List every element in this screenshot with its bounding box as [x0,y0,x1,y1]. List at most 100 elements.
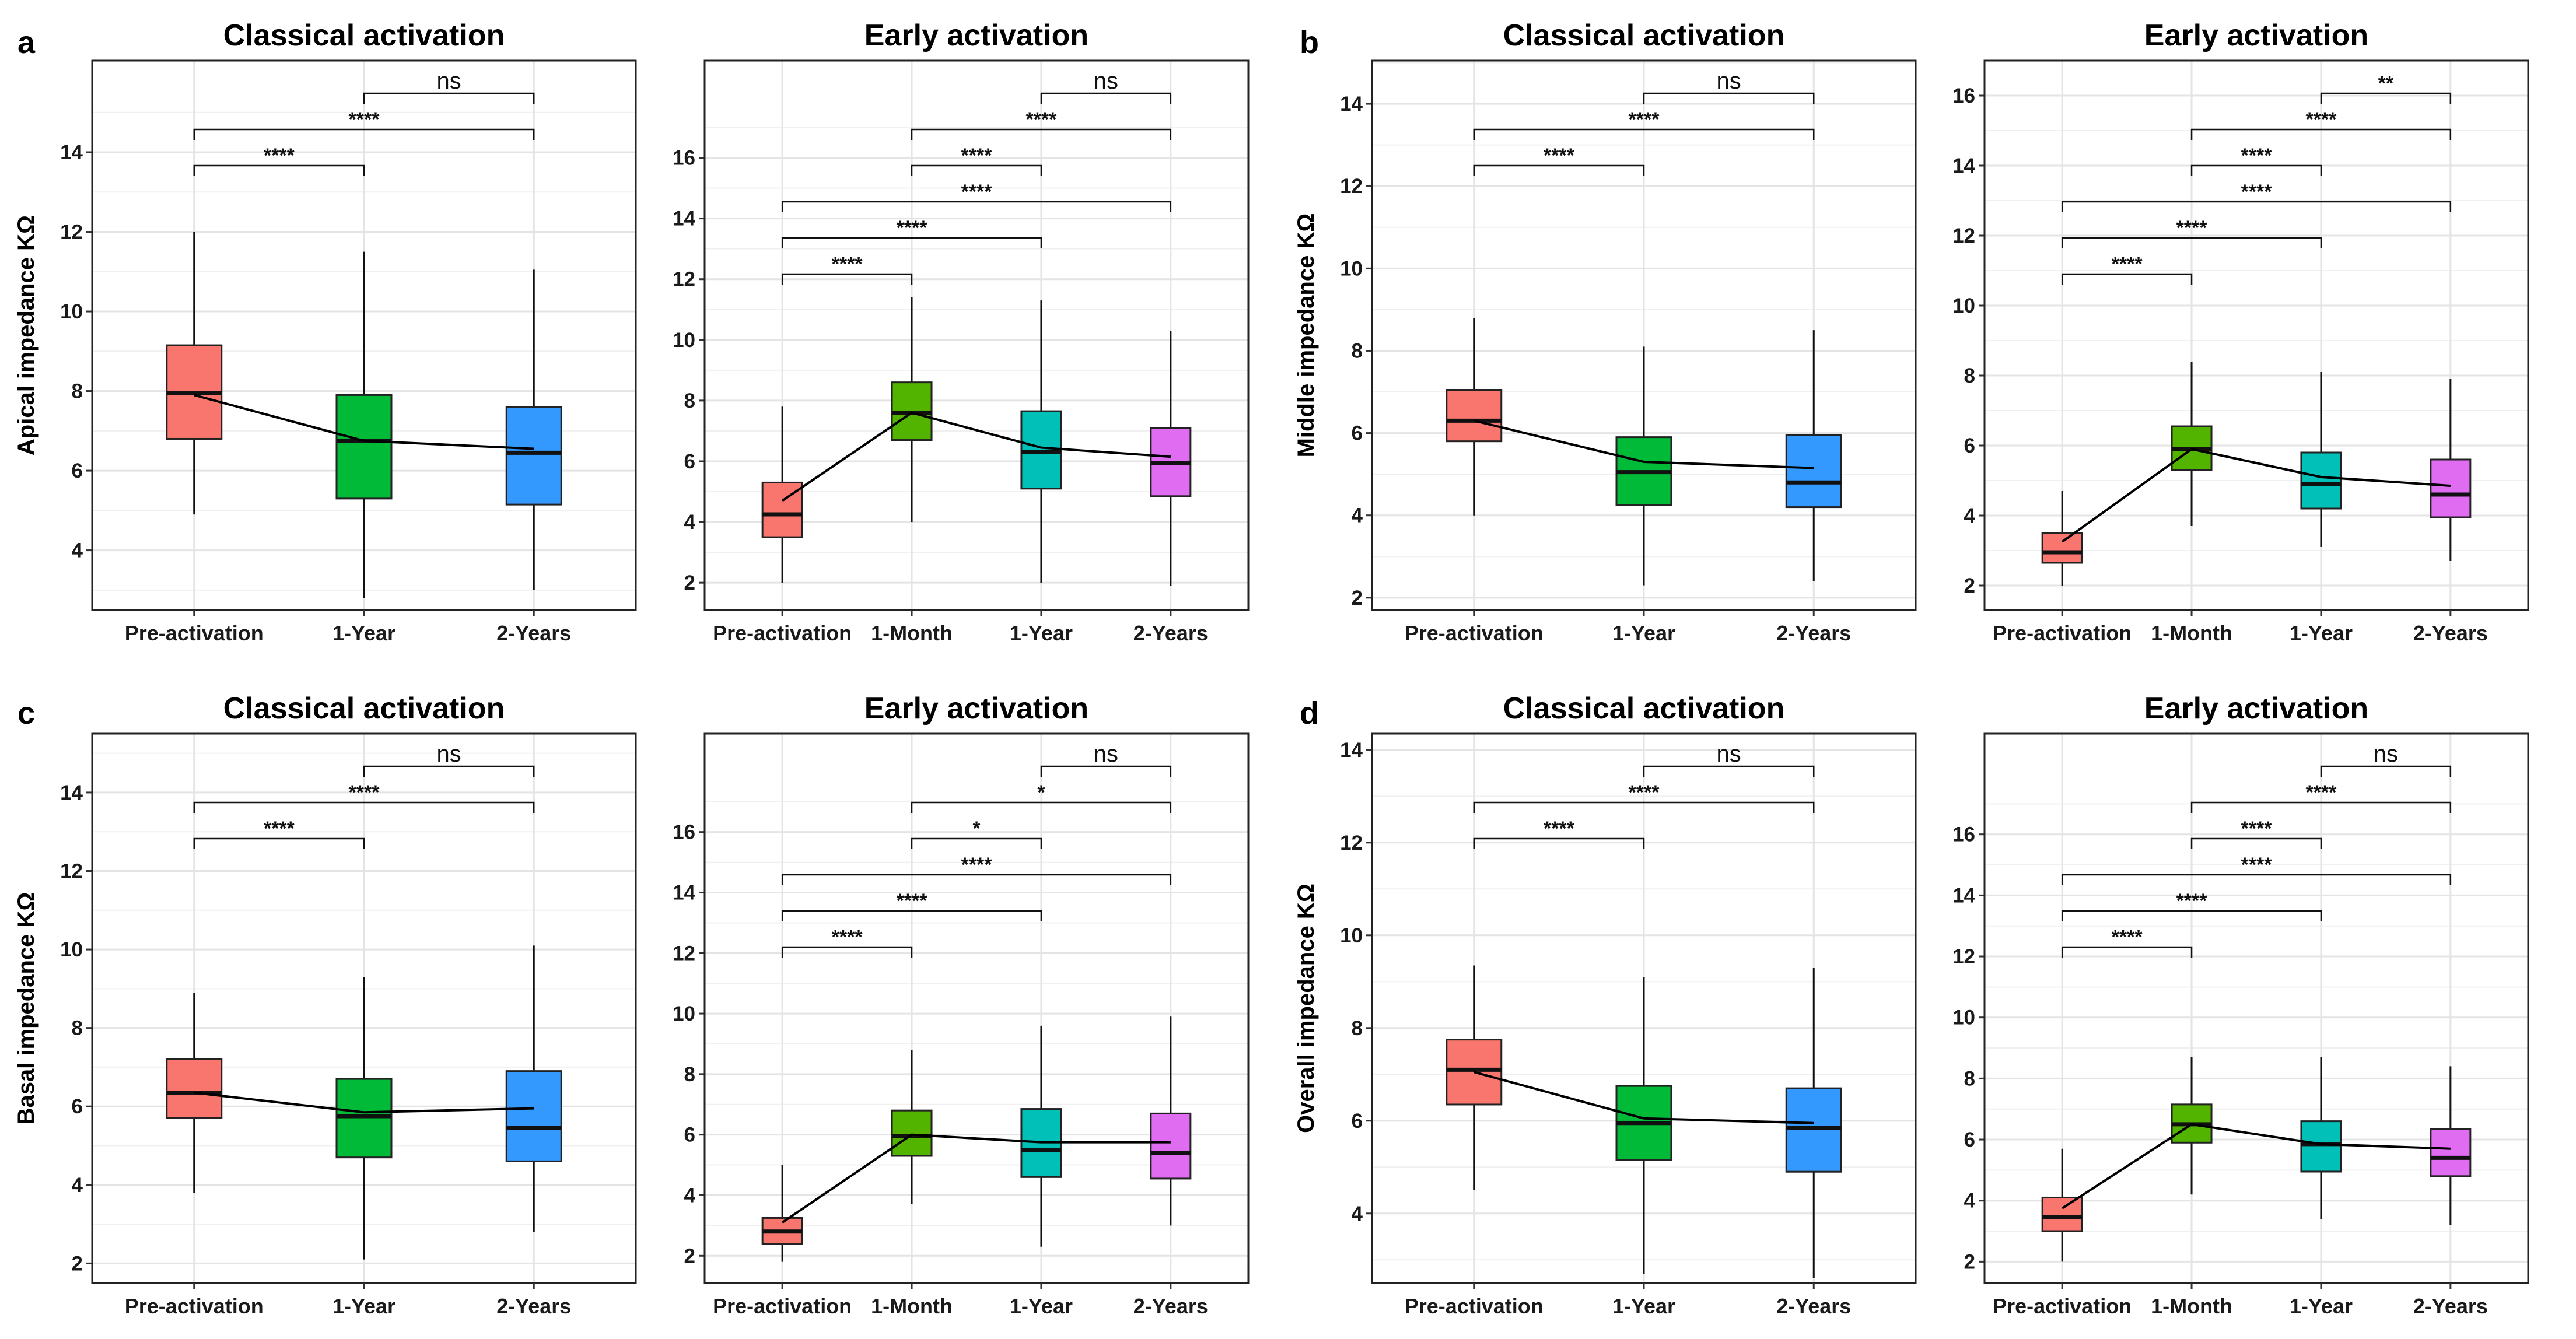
significance-label: **** [961,145,993,167]
chart-panel-b-classical: 2 4 6 8 10 12 14 **** **** ns Pre-activation 1-Year… [1293,19,1917,645]
panel-label-a: a [18,25,36,60]
x-tick-label: 2-Years [1133,1294,1208,1318]
significance-bracket [1473,164,1645,176]
y-tick-label: 6 [684,450,695,473]
significance-bracket [781,237,1042,248]
significance-label: **** [2305,781,2337,804]
y-tick-label: 16 [1952,823,1975,846]
x-tick-label: 1-Year [2290,1294,2353,1318]
y-tick-label: 6 [1352,1110,1363,1133]
y-tick-label: 6 [72,460,83,482]
significance-label: **** [2305,108,2337,131]
significance-label: **** [2176,890,2208,912]
y-tick-label: 6 [1964,1128,1975,1151]
significance-bracket [781,946,913,958]
significance-bracket [781,874,1172,885]
box-1-month [891,1109,933,1157]
significance-label: ns [437,741,461,767]
x-tick-label: 2-Years [2413,621,2488,645]
y-axis-label: Basal impedance KΩ [13,892,39,1125]
significance-label: **** [2241,181,2273,203]
significance-label: **** [1629,781,1660,804]
box-2-years [505,406,562,506]
x-tick-label: 2-Years [1776,621,1851,645]
x-tick-label: Pre-activation [713,1294,852,1318]
box-pre-activation [2041,532,2083,564]
significance-bracket [2190,128,2452,140]
significance-label: **** [1026,108,1057,131]
y-tick-label: 4 [72,1174,83,1197]
x-tick-label: Pre-activation [125,1294,264,1318]
significance-label: * [972,818,981,840]
chart-title: Classical activation [1503,692,1785,725]
mean-trend-line [1474,1071,1814,1124]
y-tick-label: 12 [1952,945,1975,968]
y-tick-label: 14 [673,208,695,230]
significance-bracket [2061,237,2322,248]
y-tick-label: 10 [1340,257,1363,280]
significance-bracket [1040,92,1172,104]
chart-panel-c-early: 246810121416**************nsPre-activati… [673,692,1250,1318]
significance-bracket [2061,910,2322,921]
y-tick-label: 14 [1340,739,1363,762]
box-pre-activation [1446,388,1503,443]
significance-label: **** [2112,926,2143,948]
y-tick-label: 4 [1352,504,1363,527]
x-tick-label: 1-Year [1612,621,1675,645]
mean-trend-line [194,394,534,450]
significance-label: **** [2241,818,2273,840]
significance-label: **** [1629,108,1660,131]
significance-bracket [2190,801,2452,813]
y-tick-label: 4 [1964,504,1976,527]
box-1-year [2300,1120,2342,1173]
y-tick-label: 4 [1964,1190,1976,1212]
y-tick-label: 10 [1952,295,1975,317]
significance-bracket [193,801,535,813]
x-tick-label: 1-Year [332,621,396,645]
significance-label: **** [1544,145,1575,167]
box-2-years [2430,458,2472,518]
significance-bracket [2190,837,2322,849]
box-1-year [1020,410,1062,490]
x-tick-label: 2-Years [2413,1294,2488,1318]
plot-border [704,732,1250,1284]
y-tick-label: 12 [60,221,83,244]
mean-trend-line [782,411,1171,502]
significance-label: **** [264,818,295,840]
mean-trend-line [194,1091,534,1114]
x-tick-label: Pre-activation [1405,1294,1544,1318]
y-tick-label: 8 [1964,364,1975,387]
x-tick-label: 1-Month [2151,621,2232,645]
significance-label: **** [832,926,863,948]
y-tick-label: 4 [72,539,83,562]
significance-bracket [781,910,1042,921]
significance-label: **** [2112,253,2143,275]
significance-label: ns [1717,741,1741,767]
significance-bracket [363,92,535,104]
x-tick-label: 2-Years [496,621,571,645]
box-2-years [505,1070,562,1162]
significance-bracket [781,273,913,285]
significance-label: ns [2374,741,2398,767]
significance-bracket [193,164,365,176]
x-tick-label: 2-Years [1776,1294,1851,1318]
significance-bracket [1040,765,1172,777]
significance-bracket [193,128,535,140]
y-axis-label: Middle impedance KΩ [1293,213,1319,458]
y-tick-label: 10 [673,329,695,352]
y-tick-label: 2 [1964,574,1975,597]
significance-label: **** [349,781,380,804]
box-1-year [2300,451,2342,510]
y-tick-label: 14 [60,781,83,804]
y-tick-label: 14 [1952,155,1975,177]
box-2-years [1785,1087,1842,1173]
y-tick-label: 10 [1340,924,1363,947]
significance-label: ns [1717,68,1741,94]
chart-title: Early activation [864,692,1088,725]
significance-bracket [2190,164,2322,176]
y-tick-label: 6 [1352,422,1363,445]
plot-background [705,734,1248,1283]
mean-trend-line [2061,447,2451,543]
y-tick-label: 8 [1352,339,1363,362]
significance-bracket [911,164,1042,176]
